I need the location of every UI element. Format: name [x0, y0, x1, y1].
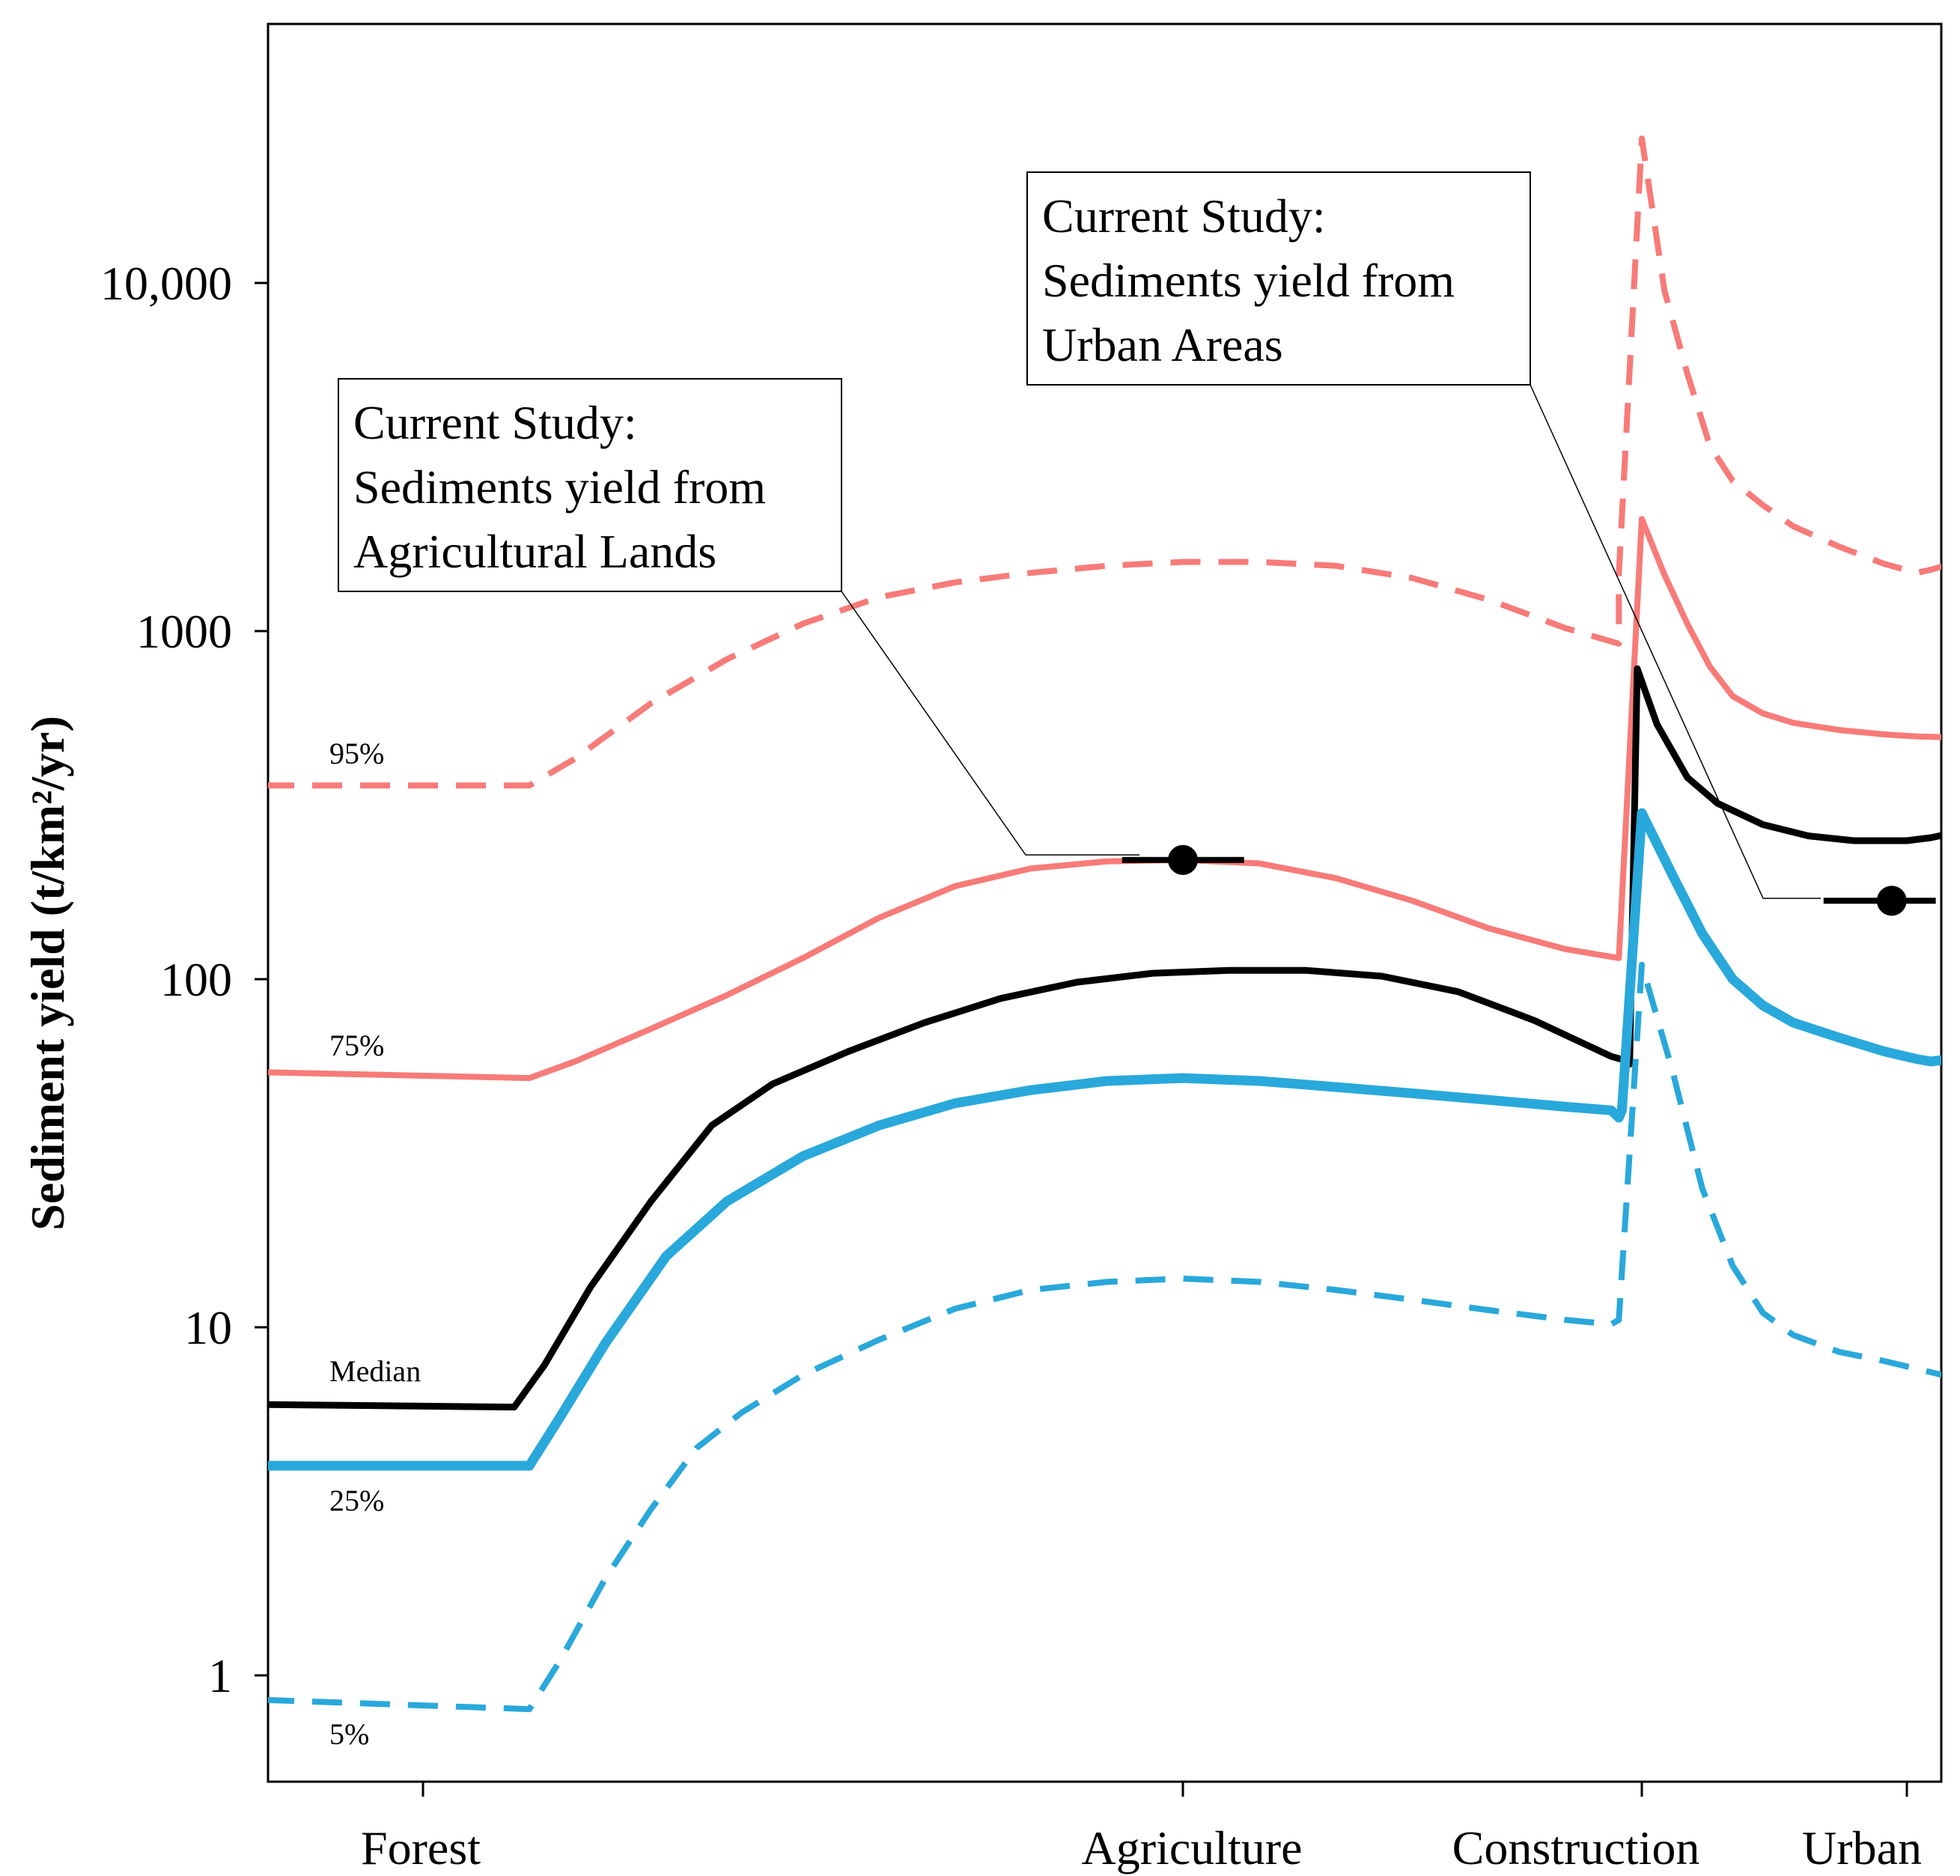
series-label: 25% — [329, 1484, 384, 1517]
observation-point — [1168, 844, 1198, 875]
annotation-box — [1026, 171, 1531, 386]
x-category-label: Forest — [361, 1821, 481, 1875]
series-line — [268, 665, 1941, 1411]
annotation-text: Sediments yield from — [353, 460, 766, 514]
y-tick-label: 10 — [184, 1301, 232, 1354]
series-line — [268, 961, 1941, 1713]
series-label: Median — [329, 1354, 421, 1388]
annotation-box — [338, 378, 842, 592]
observations — [1121, 844, 1936, 916]
annotation-text: Urban Areas — [1042, 318, 1283, 371]
y-tick-label: 1000 — [136, 605, 232, 658]
y-axis-title: Sediment yield (t/km²/yr) — [21, 716, 74, 1231]
x-axis: Forest Agriculture Construction Urban — [361, 1782, 1922, 1875]
y-tick-label: 1 — [208, 1649, 232, 1702]
x-category-label: Construction — [1452, 1821, 1700, 1875]
annotation-text: Current Study: — [1042, 189, 1326, 243]
series-lines — [268, 135, 1941, 1713]
series-label: 5% — [329, 1717, 369, 1751]
y-axis: 1 10 100 1000 10,000 — [100, 257, 268, 1702]
annotation-leader — [1530, 384, 1821, 899]
y-tick-label: 100 — [160, 953, 232, 1006]
series-line — [268, 808, 1941, 1471]
annotation-text: Agricultural Lands — [353, 525, 716, 578]
x-category-label: Agriculture — [1082, 1821, 1303, 1875]
series-labels: 95% 75% Median 25% 5% — [329, 737, 421, 1751]
annotation-text: Current Study: — [353, 396, 637, 449]
annotation-leader — [841, 591, 1139, 856]
plot-frame — [267, 22, 1943, 1783]
series-label: 75% — [329, 1029, 384, 1062]
series-line — [268, 516, 1941, 1082]
annotations: Current Study: Sediments yield from Agricu… — [338, 171, 1821, 899]
series-line — [268, 135, 1941, 789]
annotation-text: Sediments yield from — [1042, 254, 1455, 307]
x-category-label: Urban — [1802, 1821, 1922, 1875]
series-label: 95% — [329, 737, 384, 770]
y-tick-label: 10,000 — [100, 257, 232, 310]
observation-point — [1876, 886, 1907, 916]
